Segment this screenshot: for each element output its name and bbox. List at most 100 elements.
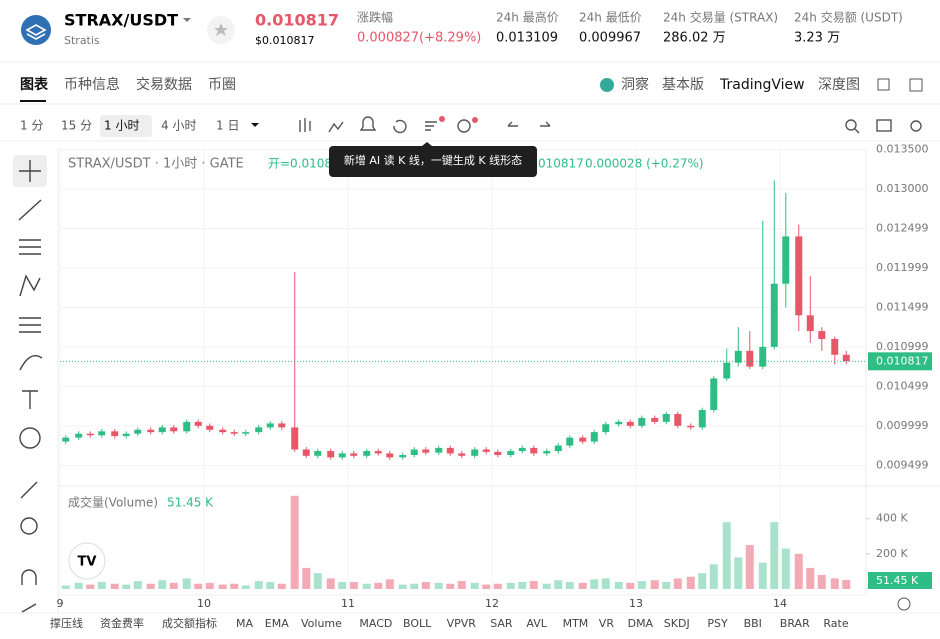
candle-body bbox=[399, 455, 407, 458]
candle-body bbox=[638, 417, 646, 426]
candle-body bbox=[230, 432, 238, 434]
pair[interactable]: STRAX/USDT bbox=[64, 11, 178, 30]
volume-bar bbox=[842, 579, 851, 589]
indicator[interactable]: EMA bbox=[265, 617, 289, 630]
indicator[interactable]: Rate bbox=[823, 617, 848, 630]
volume-bar bbox=[722, 522, 731, 589]
volume-bar bbox=[182, 578, 191, 589]
indicator[interactable]: AVL bbox=[526, 617, 547, 630]
candle-body bbox=[518, 447, 526, 452]
indicator[interactable]: SAR bbox=[490, 617, 513, 630]
indicator[interactable]: BRAR bbox=[780, 617, 810, 630]
interval[interactable]: 4 小时 bbox=[161, 119, 196, 133]
volume-bar bbox=[542, 583, 551, 589]
candle-body bbox=[795, 236, 803, 316]
view-tab[interactable]: 洞察 bbox=[621, 76, 649, 93]
interval[interactable]: 15 分 bbox=[61, 119, 92, 133]
volume-title: 成交量(Volume) bbox=[68, 495, 158, 510]
legend-close: 010817 bbox=[538, 157, 584, 171]
candle-body bbox=[458, 453, 466, 456]
expand[interactable] bbox=[877, 78, 890, 91]
view-tab[interactable]: 深度图 bbox=[818, 77, 860, 93]
indicator[interactable]: BBI bbox=[744, 617, 762, 630]
indicator[interactable]: VR bbox=[599, 617, 615, 630]
indicator[interactable]: 成交额指标 bbox=[162, 616, 217, 630]
volume-bar bbox=[313, 573, 322, 589]
coin-name: Stratis bbox=[64, 34, 100, 47]
y-tick-label: 0.011999 bbox=[876, 261, 929, 274]
tab[interactable]: 币种信息 bbox=[64, 76, 120, 93]
volume-bar bbox=[529, 581, 538, 589]
stat-label: 24h 最低价 bbox=[579, 11, 642, 25]
coin-icon bbox=[21, 15, 51, 45]
volume-bar bbox=[194, 583, 203, 589]
indicator[interactable]: VPVR bbox=[447, 617, 477, 630]
volume-bar bbox=[794, 553, 803, 589]
view-tab[interactable]: TradingView bbox=[719, 77, 805, 93]
current-price-tag bbox=[868, 352, 932, 371]
volume-bar bbox=[158, 580, 167, 589]
indicator[interactable]: SKDJ bbox=[664, 617, 690, 630]
candle-body bbox=[530, 447, 538, 454]
volume-tick-label: 200 K bbox=[876, 547, 908, 560]
volume-current: 51.45 K bbox=[167, 496, 214, 510]
candle-body bbox=[363, 451, 371, 456]
candle-body bbox=[111, 431, 119, 437]
candle-body bbox=[446, 447, 454, 454]
indicator[interactable]: 撑压线 bbox=[50, 616, 83, 630]
volume-bar bbox=[590, 579, 599, 589]
volume-bar bbox=[745, 545, 754, 589]
volume-bar bbox=[74, 582, 83, 589]
tab[interactable]: 图表 bbox=[20, 76, 49, 93]
volume-bar bbox=[709, 564, 718, 589]
indicator[interactable]: 资金费率 bbox=[100, 616, 144, 630]
settings[interactable] bbox=[897, 597, 911, 611]
y-tick-label: 0.013500 bbox=[876, 143, 929, 156]
candle-body bbox=[698, 410, 706, 428]
interval-dropdown[interactable] bbox=[251, 123, 259, 127]
indicator[interactable]: DMA bbox=[628, 617, 654, 630]
indicator[interactable]: MTM bbox=[563, 617, 589, 630]
view-tab[interactable]: 基本版 bbox=[662, 76, 704, 93]
candle-body bbox=[314, 451, 322, 456]
candle-body bbox=[170, 427, 178, 432]
candle-body bbox=[494, 451, 502, 456]
volume-bar bbox=[578, 582, 587, 589]
pair-dropdown[interactable] bbox=[183, 18, 191, 22]
candle-body bbox=[327, 451, 335, 458]
indicator[interactable]: Volume bbox=[301, 617, 342, 630]
volume-bar bbox=[133, 581, 142, 589]
legend-change: 0.000028 (+0.27%) bbox=[585, 157, 704, 171]
indicator[interactable]: MACD bbox=[359, 617, 392, 630]
candle-body bbox=[734, 350, 742, 363]
candle-body bbox=[662, 413, 670, 422]
tab[interactable]: 交易数据 bbox=[136, 76, 192, 93]
popout[interactable] bbox=[909, 78, 923, 92]
stat-label: 24h 交易额 (USDT) bbox=[794, 10, 903, 25]
tab[interactable]: 币圈 bbox=[208, 77, 236, 93]
candle-body bbox=[147, 429, 155, 433]
indicator[interactable]: MA bbox=[236, 617, 253, 630]
candle-body bbox=[723, 362, 731, 379]
volume-bar bbox=[758, 562, 767, 589]
candle-body bbox=[818, 331, 826, 339]
indicator[interactable]: BOLL bbox=[403, 617, 432, 630]
interval[interactable]: 1 小时 bbox=[104, 119, 139, 133]
candle-body bbox=[374, 451, 382, 454]
x-tick-label: 13 bbox=[629, 597, 643, 610]
x-tick-label: 11 bbox=[341, 597, 355, 610]
candle-body bbox=[122, 433, 130, 437]
tv-logo-mark: TV bbox=[78, 555, 97, 570]
interval[interactable]: 1 日 bbox=[216, 119, 239, 133]
volume-bar bbox=[326, 578, 335, 589]
candle-body bbox=[471, 449, 479, 456]
candle-body bbox=[183, 421, 191, 432]
candle-body bbox=[134, 429, 142, 434]
interval[interactable]: 1 分 bbox=[20, 119, 43, 133]
y-tick-label: 0.010999 bbox=[876, 340, 929, 353]
indicator[interactable]: PSY bbox=[707, 617, 728, 630]
candle-body bbox=[435, 447, 443, 453]
volume-bar bbox=[626, 582, 635, 589]
